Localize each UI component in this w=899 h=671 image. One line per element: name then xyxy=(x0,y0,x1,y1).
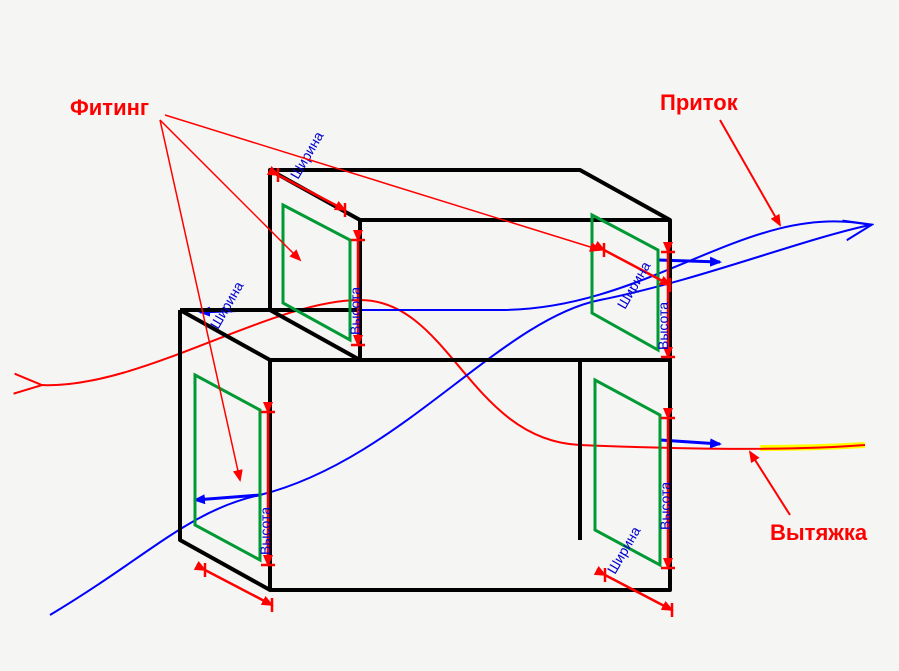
opening-ul xyxy=(283,205,350,340)
dim-height-label: Высота xyxy=(655,302,671,350)
diagram-canvas: ШиринаВысотаШиринаВысотаШиринаВысотаШири… xyxy=(0,0,899,671)
leader-fitting-2 xyxy=(165,115,600,250)
leader-fitting-0 xyxy=(160,120,300,260)
dim-height-label: Высота xyxy=(347,287,363,335)
dim-width-label: Ширина xyxy=(207,278,247,331)
dim-height-label: Высота xyxy=(257,507,273,555)
leader-exhaust-0 xyxy=(750,452,790,515)
label-exhaust: Вытяжка xyxy=(770,520,868,545)
flow-intake-upper xyxy=(250,221,870,310)
flow-intake-lower xyxy=(50,225,870,615)
dim-height-label: Высота xyxy=(657,482,673,530)
label-fitting: Фитинг xyxy=(70,95,149,120)
dim-width-label: Ширина xyxy=(604,523,644,576)
flow-exhaust xyxy=(40,300,865,449)
label-intake: Приток xyxy=(660,90,739,115)
opening-ll xyxy=(195,375,260,560)
leader-intake-0 xyxy=(720,120,780,225)
